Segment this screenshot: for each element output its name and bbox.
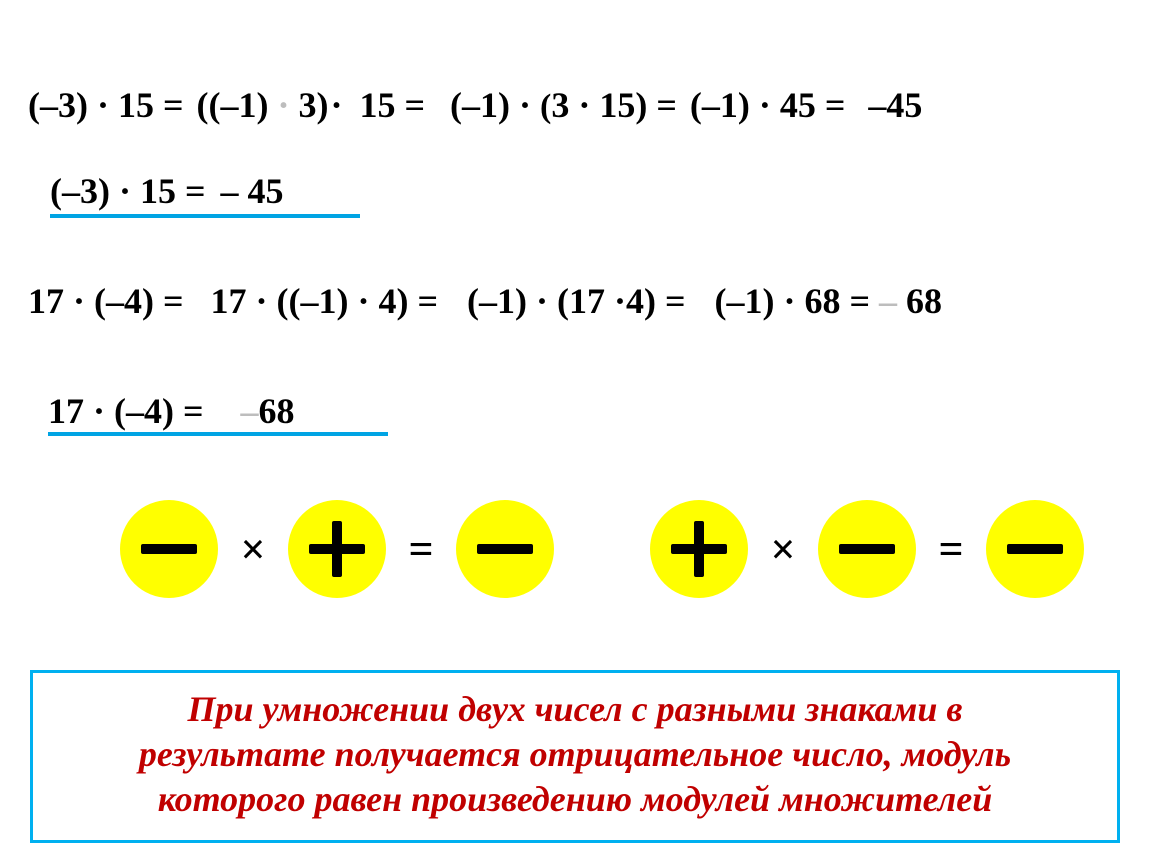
rule-line-2: результате получается отрицательное числ…: [45, 732, 1105, 777]
plus-disc: [650, 500, 748, 598]
eq3-part5a: –: [879, 281, 906, 321]
eq1-part6: –45: [868, 85, 922, 125]
equals-symbol: =: [404, 524, 438, 575]
minus-bar-icon: [477, 544, 533, 554]
equation-line-4: 17 · (–4) = –68: [48, 390, 295, 432]
equation-line-1: (–3) · 15 = ((–1) · 3)· 15 = (–1) · (3 ·…: [28, 84, 922, 126]
rule-line-3: которого равен произведению модулей множ…: [45, 777, 1105, 822]
plus-icon: [309, 521, 365, 577]
plus-icon: [671, 521, 727, 577]
underline-1: [50, 214, 360, 218]
eq2-part1: (–3) · 15 =: [50, 171, 206, 211]
minus-bar-icon: [141, 544, 197, 554]
equation-line-2: (–3) · 15 = – 45: [50, 170, 284, 212]
eq1-part2a: ((–1): [197, 85, 269, 125]
eq2-part2: – 45: [221, 171, 284, 211]
eq1-part5: (–1) · 45 =: [690, 85, 846, 125]
underline-2: [48, 432, 388, 436]
equals-symbol: =: [934, 524, 968, 575]
eq1-part3: 15 =: [360, 85, 426, 125]
eq3-part5: 68: [906, 281, 942, 321]
plus-disc: [288, 500, 386, 598]
minus-bar-icon: [839, 544, 895, 554]
eq1-ghost-dot: ·: [268, 85, 298, 125]
times-symbol: ×: [766, 524, 800, 575]
eq1-part4: (–1) ·: [450, 85, 540, 125]
equation-line-3: 17 · (–4) = 17 · ((–1) · 4) = (–1) · (17…: [28, 280, 942, 322]
eq3-part1: 17 · (–4) =: [28, 281, 184, 321]
eq1-part4c: 3 · 15) =: [551, 85, 677, 125]
eq1-part2c: ·: [330, 85, 342, 125]
rule-line-1: При умножении двух чисел с разными знака…: [45, 687, 1105, 732]
eq3-part2: 17 · ((–1) · 4) =: [211, 281, 438, 321]
slide: (–3) · 15 = ((–1) · 3)· 15 = (–1) · (3 ·…: [0, 0, 1150, 864]
times-symbol: ×: [236, 524, 270, 575]
eq3-part4: (–1) · 68 =: [714, 281, 870, 321]
eq4-part1: 17 · (–4) =: [48, 391, 204, 431]
sign-rule-row: × = × =: [120, 500, 1084, 598]
eq4-part2a: –: [241, 391, 259, 431]
minus-bar-icon: [1007, 544, 1063, 554]
minus-disc: [120, 500, 218, 598]
minus-disc: [818, 500, 916, 598]
eq3-part3: (–1) · (17 ·4) =: [467, 281, 685, 321]
rule-box: При умножении двух чисел с разными знака…: [30, 670, 1120, 843]
minus-disc: [456, 500, 554, 598]
eq1-part2b: 3): [298, 85, 328, 125]
eq1-part4b: (: [540, 88, 551, 125]
eq4-part2: 68: [259, 391, 295, 431]
minus-disc: [986, 500, 1084, 598]
eq1-part1: (–3) · 15 =: [28, 85, 184, 125]
